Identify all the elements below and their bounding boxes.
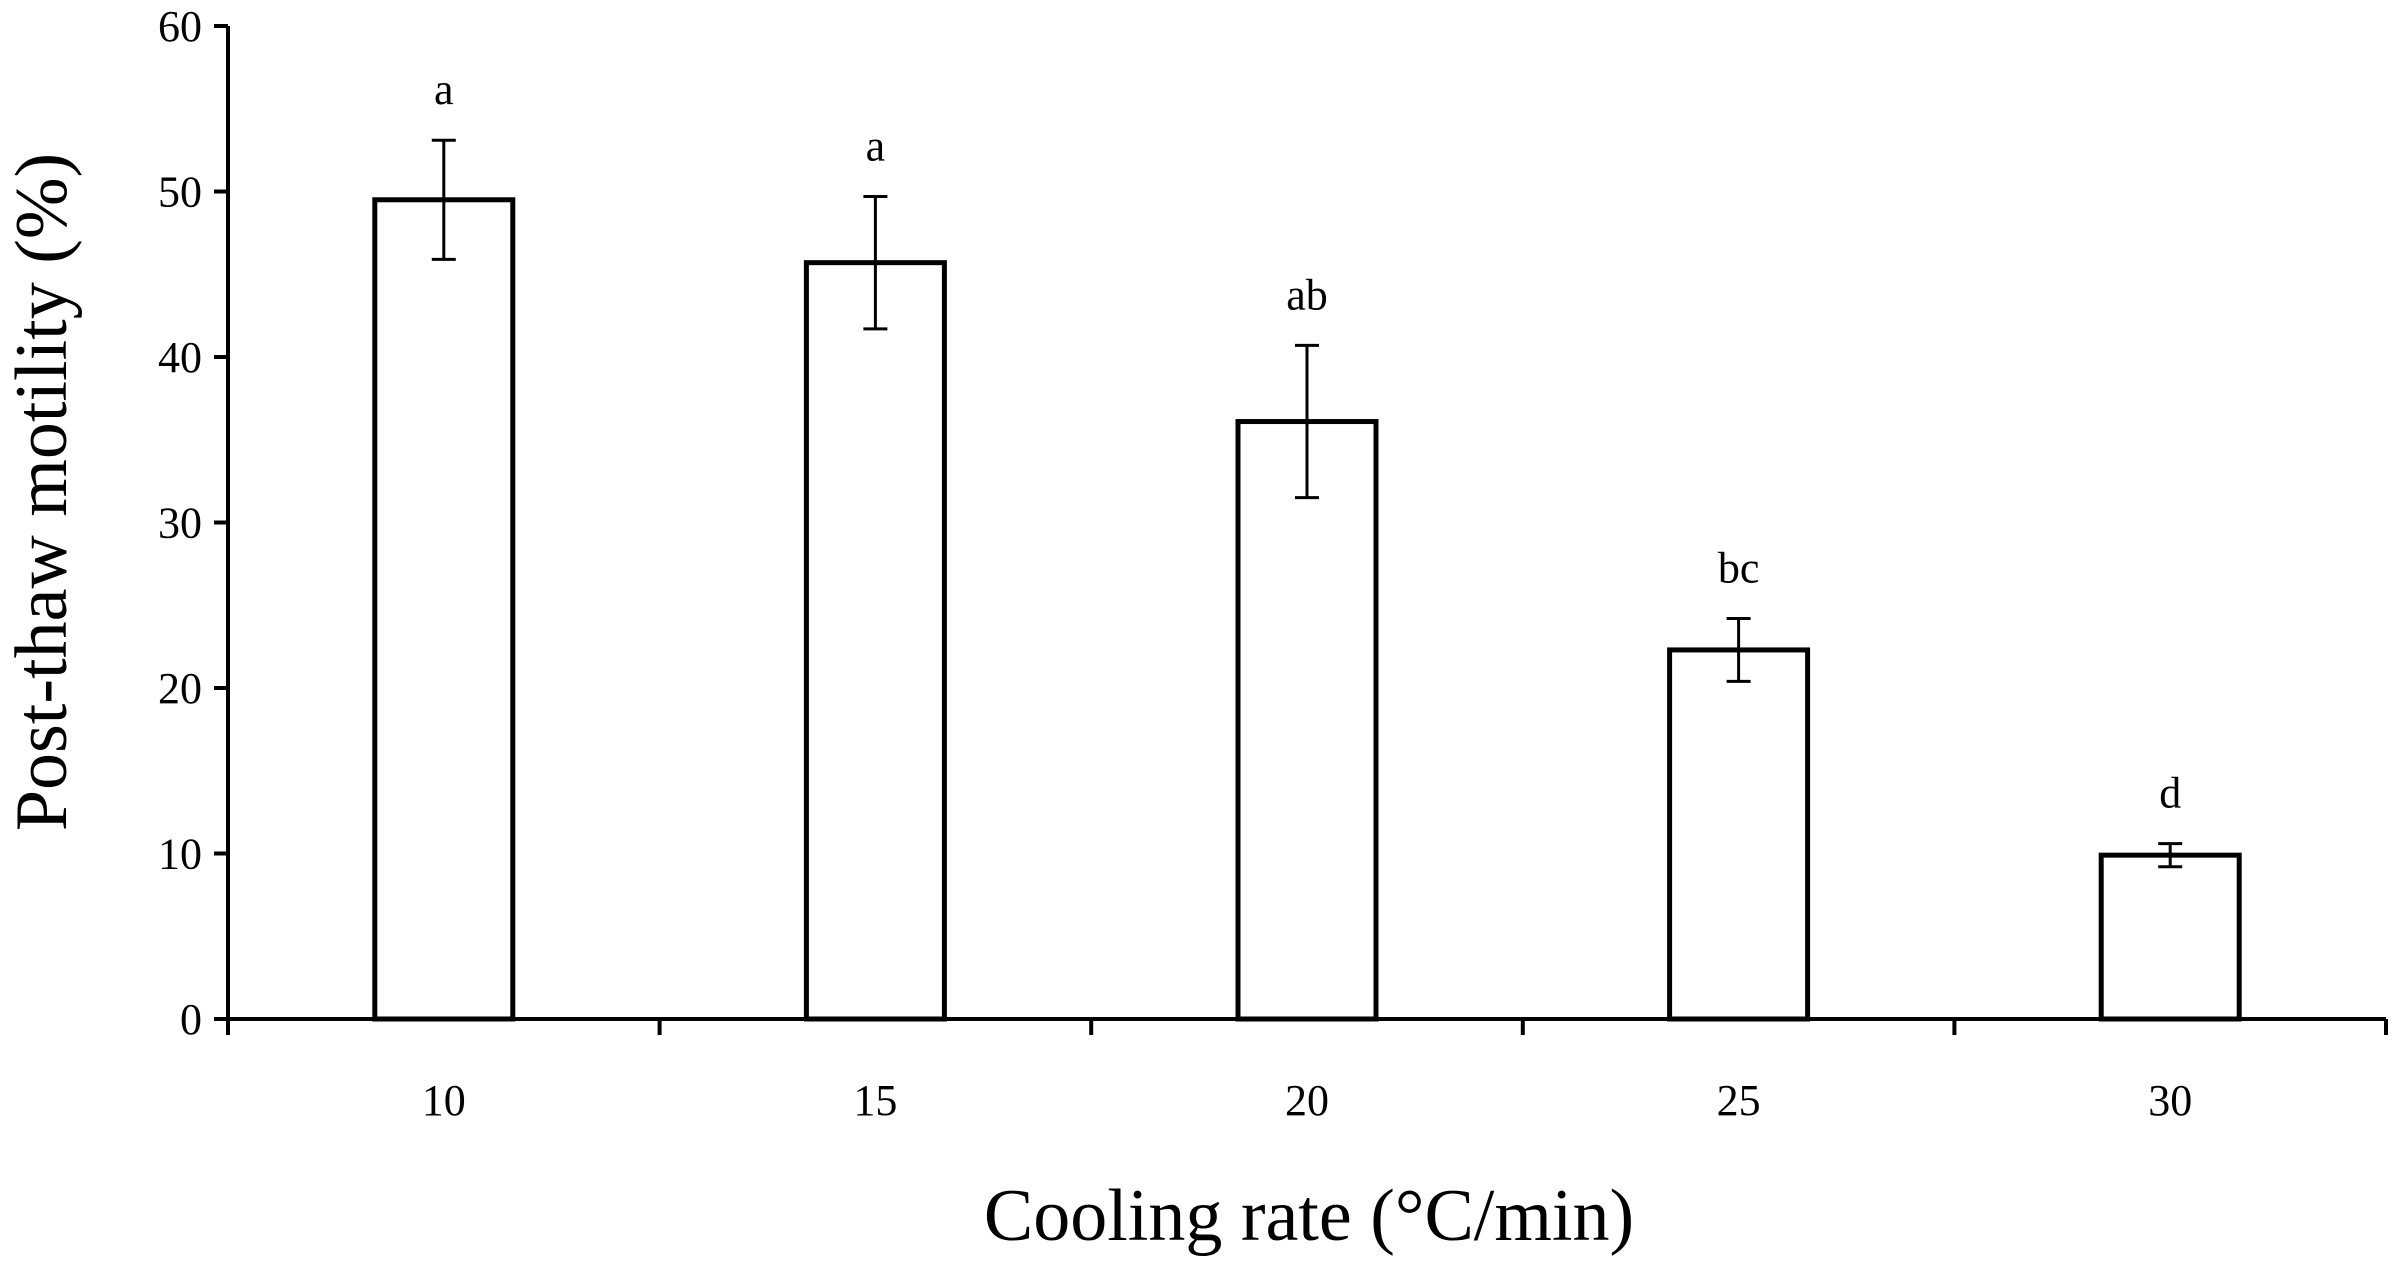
bar bbox=[2098, 852, 2242, 1022]
x-tick-label: 25 bbox=[1717, 1076, 1761, 1125]
y-axis: 0 10 20 30 40 50 60 bbox=[158, 2, 230, 1044]
bar bbox=[1235, 419, 1379, 1022]
x-tick-label: 30 bbox=[2148, 1076, 2192, 1125]
y-tick-label: 20 bbox=[158, 664, 202, 713]
significance-letters: a a ab bc d bbox=[434, 65, 2181, 817]
error-bars bbox=[431, 138, 2183, 869]
bar bbox=[803, 260, 947, 1022]
significance-letter: bc bbox=[1718, 543, 1760, 592]
bars bbox=[372, 197, 2242, 1022]
y-tick-label: 0 bbox=[180, 995, 202, 1044]
y-tick-label: 60 bbox=[158, 2, 202, 51]
bar bbox=[372, 197, 516, 1022]
x-axis: 10 15 20 25 30 bbox=[226, 1017, 2388, 1125]
significance-letter: d bbox=[2159, 769, 2181, 818]
x-axis-title: Cooling rate (°C/min) bbox=[984, 1175, 1634, 1257]
y-tick-label: 30 bbox=[158, 499, 202, 548]
bar bbox=[1667, 647, 1811, 1022]
y-tick-label: 40 bbox=[158, 333, 202, 382]
significance-letter: ab bbox=[1286, 270, 1328, 319]
x-tick-label: 20 bbox=[1285, 1076, 1329, 1125]
y-axis-title: Post-thaw motility (%) bbox=[1, 153, 83, 831]
y-tick-label: 10 bbox=[158, 830, 202, 879]
y-tick-label: 50 bbox=[158, 168, 202, 217]
x-tick-label: 15 bbox=[853, 1076, 897, 1125]
significance-letter: a bbox=[434, 65, 454, 114]
x-tick-label: 10 bbox=[422, 1076, 466, 1125]
significance-letter: a bbox=[866, 121, 886, 170]
